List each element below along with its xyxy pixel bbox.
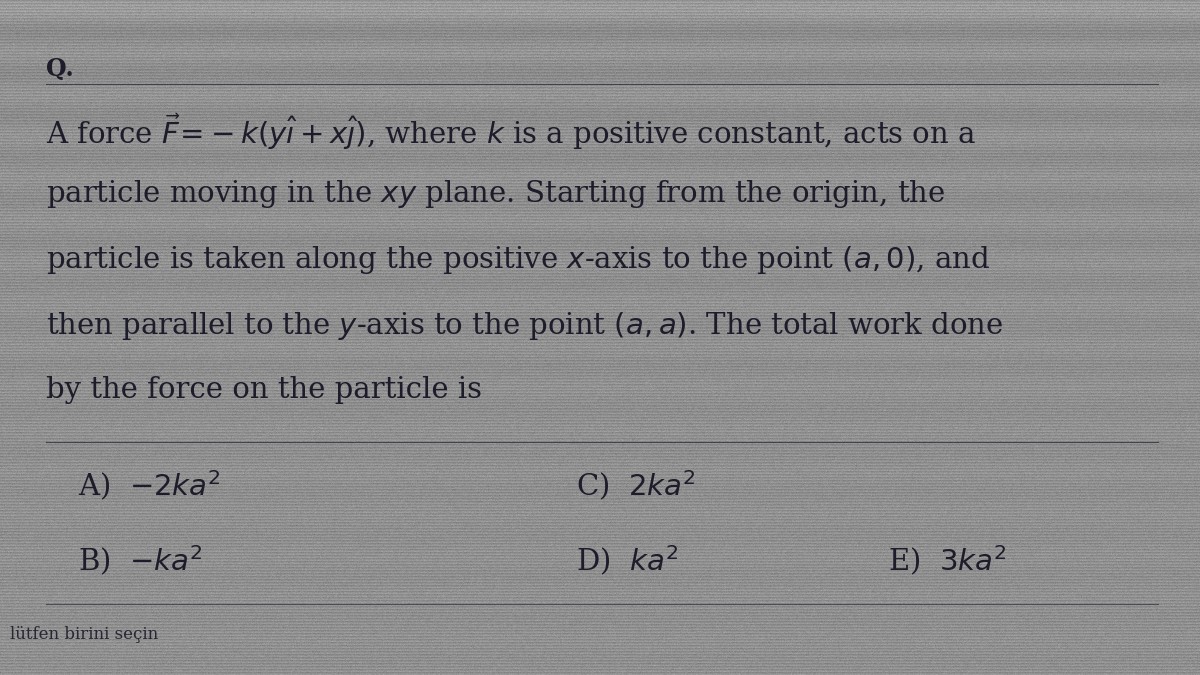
Text: Q.: Q. xyxy=(46,57,73,82)
Text: E)  $3ka^2$: E) $3ka^2$ xyxy=(888,543,1007,578)
Text: C)  $2ka^2$: C) $2ka^2$ xyxy=(576,469,696,504)
Text: then parallel to the $y$-axis to the point $(a, a)$. The total work done: then parallel to the $y$-axis to the poi… xyxy=(46,310,1003,342)
Text: particle moving in the $xy$ plane. Starting from the origin, the: particle moving in the $xy$ plane. Start… xyxy=(46,178,946,209)
Text: by the force on the particle is: by the force on the particle is xyxy=(46,376,481,404)
Text: D)  $ka^2$: D) $ka^2$ xyxy=(576,543,678,578)
Text: lütfen birini seçin: lütfen birini seçin xyxy=(10,626,158,643)
Text: B)  $-ka^2$: B) $-ka^2$ xyxy=(78,543,203,578)
Text: A force $\vec{F}\!=\!-k(y\hat{\imath}+x\hat{\jmath})$, where $k$ is a positive c: A force $\vec{F}\!=\!-k(y\hat{\imath}+x\… xyxy=(46,111,976,152)
Text: particle is taken along the positive $x$-axis to the point $(a,0)$, and: particle is taken along the positive $x$… xyxy=(46,244,990,275)
Text: A)  $-2ka^2$: A) $-2ka^2$ xyxy=(78,469,221,504)
